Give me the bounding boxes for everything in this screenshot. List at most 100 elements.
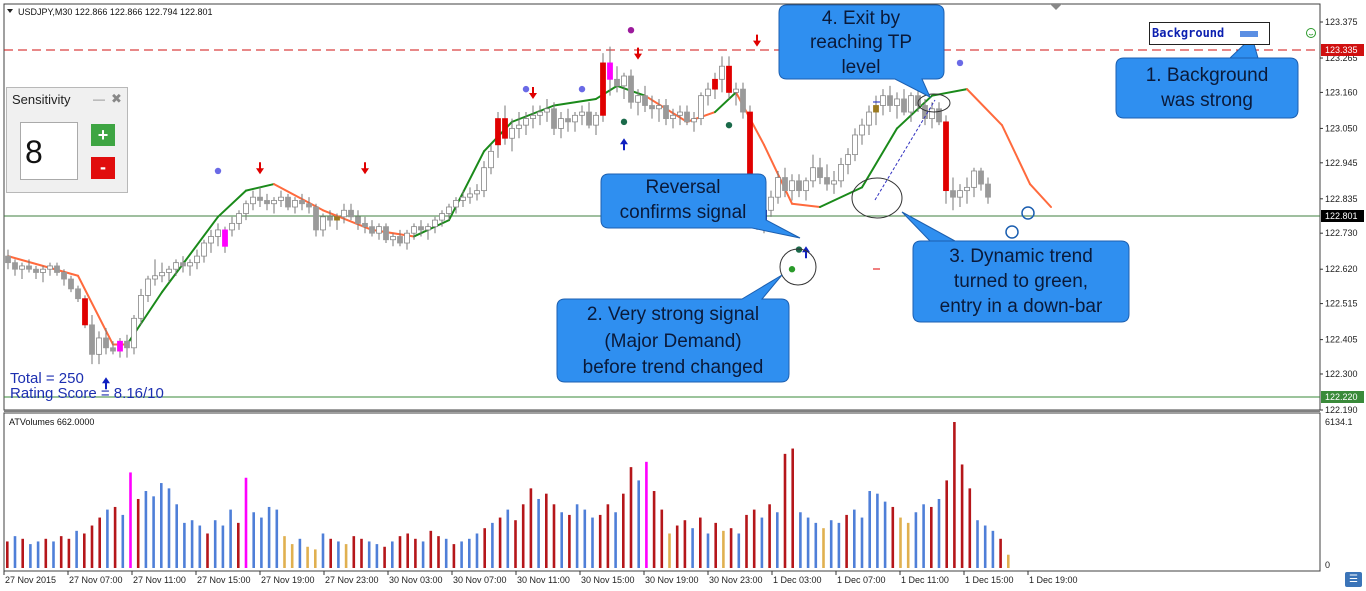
candle-body xyxy=(89,324,95,355)
volume-bar xyxy=(83,533,86,568)
volume-bar xyxy=(991,530,995,568)
sensitivity-decrease-button[interactable]: - xyxy=(91,157,115,179)
volume-bar xyxy=(468,538,471,568)
signal-dot xyxy=(522,85,530,93)
volume-bar xyxy=(883,501,887,568)
volume-bar xyxy=(791,448,794,568)
volume-bar xyxy=(1007,554,1010,568)
callout-3-line-2: turned to green, xyxy=(954,271,1088,292)
down-arrow-signal xyxy=(256,162,264,175)
sensitivity-value[interactable]: 8 xyxy=(20,122,78,180)
candle-body xyxy=(635,95,641,103)
volume-bar xyxy=(745,514,748,568)
time-tick-label: 1 Dec 03:00 xyxy=(773,575,822,585)
volume-bar xyxy=(876,493,879,568)
volume-bar xyxy=(244,477,248,568)
candle-body xyxy=(880,95,886,106)
callout-dynamic-trend: 3. Dynamic trend turned to green, entry … xyxy=(901,211,1130,323)
trend-segment xyxy=(966,88,1003,127)
candle-body xyxy=(614,78,620,87)
rating-score-label: Rating Score = 8.16/10 xyxy=(10,385,164,402)
close-icon[interactable]: ✖ xyxy=(111,91,122,106)
candle-body xyxy=(404,232,410,244)
chart-menu-icon[interactable]: ☰ xyxy=(1345,572,1362,587)
scroll-marker-icon xyxy=(1050,4,1062,10)
candle-body xyxy=(26,265,32,270)
candle-body xyxy=(460,196,466,201)
callout-reversal-line-1: Reversal xyxy=(646,177,721,198)
volume-bar xyxy=(275,509,279,568)
volume-bar xyxy=(845,514,848,568)
candle-body xyxy=(474,190,480,195)
candle-body xyxy=(775,177,781,198)
candle-body xyxy=(943,121,949,192)
symbol-dropdown-icon[interactable] xyxy=(7,9,13,13)
volume-bar xyxy=(298,538,302,568)
volume-bar xyxy=(29,544,32,568)
price-tick-label: 123.375 xyxy=(1325,17,1358,27)
candle-body xyxy=(572,114,578,123)
candle-body xyxy=(355,216,361,224)
callout-background: 1. Background was strong xyxy=(1115,36,1299,119)
volume-bar xyxy=(229,509,232,568)
candle-body xyxy=(432,219,438,228)
candle-body xyxy=(222,229,228,247)
time-tick-label: 27 Nov 11:00 xyxy=(133,575,186,585)
candle-body xyxy=(740,88,746,113)
candle-body xyxy=(173,262,179,270)
candle-body xyxy=(495,118,501,146)
price-tick-label: 122.620 xyxy=(1325,264,1358,274)
time-tick-label: 30 Nov 07:00 xyxy=(453,575,507,585)
candle-body xyxy=(446,206,452,214)
up-arrow-signal xyxy=(102,377,110,390)
time-tick-label: 27 Nov 07:00 xyxy=(69,575,123,585)
candle-body xyxy=(894,98,900,106)
trend-segment xyxy=(553,97,597,107)
candle-body xyxy=(264,200,270,205)
candle-body xyxy=(82,298,88,326)
candle-body xyxy=(726,65,732,93)
volume-bar xyxy=(829,520,833,568)
candle-body xyxy=(901,98,907,113)
volume-bar xyxy=(660,509,664,568)
volume-bar xyxy=(776,512,779,568)
candle-body xyxy=(607,62,613,80)
time-tick-label: 30 Nov 19:00 xyxy=(645,575,699,585)
candle-body xyxy=(859,124,865,136)
price-tick-label: 122.405 xyxy=(1325,335,1358,345)
candle-body xyxy=(782,177,788,192)
trend-segment xyxy=(714,91,737,114)
volume-zero-label: 0 xyxy=(1325,560,1330,570)
volume-bar xyxy=(75,530,78,568)
candle-body xyxy=(19,265,25,270)
signal-dot xyxy=(578,85,586,93)
candle-body xyxy=(733,88,739,93)
volume-bar xyxy=(945,480,948,568)
volume-bar xyxy=(537,498,540,568)
candle-body xyxy=(558,118,564,129)
volume-bar xyxy=(645,461,648,568)
trade-path-line xyxy=(874,99,936,201)
down-arrow-signal xyxy=(529,86,537,99)
volume-bar xyxy=(444,538,448,568)
signal-dot xyxy=(214,167,222,175)
minimize-icon[interactable]: — xyxy=(93,92,105,106)
volume-bar xyxy=(460,541,463,568)
volume-bar xyxy=(699,517,702,568)
current-price-tag xyxy=(1321,210,1364,222)
volume-bar xyxy=(552,504,556,568)
volume-bar xyxy=(198,525,202,568)
candle-body xyxy=(985,183,991,198)
candle-body xyxy=(320,216,326,231)
trend-segment xyxy=(861,127,898,189)
volume-bar xyxy=(175,504,178,568)
sensitivity-increase-button[interactable]: + xyxy=(91,124,115,146)
volume-bar xyxy=(267,506,271,568)
callout-2-line-3: before trend changed xyxy=(583,357,764,378)
volume-bar xyxy=(260,517,263,568)
volume-bar xyxy=(899,517,902,568)
volume-bar xyxy=(306,546,309,568)
symbol-header: USDJPY,M30 122.866 122.866 122.794 122.8… xyxy=(18,7,213,17)
volume-bar xyxy=(737,533,741,568)
callout-4-line-1: 4. Exit by xyxy=(822,8,901,29)
